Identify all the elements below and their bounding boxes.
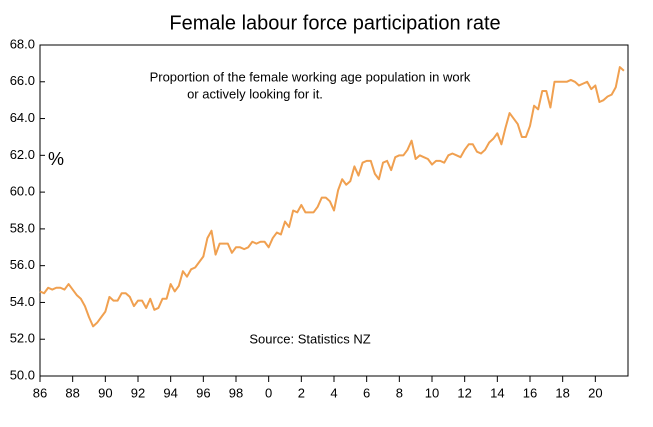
y-tick-label: 62.0 (10, 147, 35, 162)
chart-title: Female labour force participation rate (169, 12, 500, 34)
x-tick-label: 12 (457, 385, 471, 400)
x-tick-label: 16 (523, 385, 537, 400)
y-axis-label: % (48, 149, 64, 169)
y-tick-label: 60.0 (10, 184, 35, 199)
y-tick-label: 66.0 (10, 73, 35, 88)
x-tick-label: 18 (555, 385, 569, 400)
x-tick-label: 0 (265, 385, 272, 400)
annotation: or actively looking for it. (187, 86, 323, 101)
x-tick-label: 86 (33, 385, 47, 400)
x-tick-label: 88 (65, 385, 79, 400)
x-tick-label: 94 (163, 385, 177, 400)
y-tick-label: 54.0 (10, 294, 35, 309)
x-tick-label: 98 (229, 385, 243, 400)
x-tick-label: 10 (425, 385, 439, 400)
data-line (39, 66, 625, 328)
x-tick-label: 96 (196, 385, 210, 400)
x-tick-label: 90 (98, 385, 112, 400)
y-tick-label: 64.0 (10, 110, 35, 125)
x-tick-label: 20 (588, 385, 602, 400)
annotation: Proportion of the female working age pop… (150, 69, 471, 84)
y-tick-label: 56.0 (10, 257, 35, 272)
y-tick-label: 68.0 (10, 36, 35, 51)
x-tick-label: 4 (330, 385, 337, 400)
source-note: Source: Statistics NZ (249, 331, 370, 346)
x-tick-label: 8 (396, 385, 403, 400)
x-tick-label: 6 (363, 385, 370, 400)
y-tick-label: 58.0 (10, 220, 35, 235)
y-tick-label: 50.0 (10, 367, 35, 382)
x-tick-label: 2 (298, 385, 305, 400)
x-tick-label: 14 (490, 385, 504, 400)
y-tick-label: 52.0 (10, 331, 35, 346)
x-tick-label: 92 (131, 385, 145, 400)
